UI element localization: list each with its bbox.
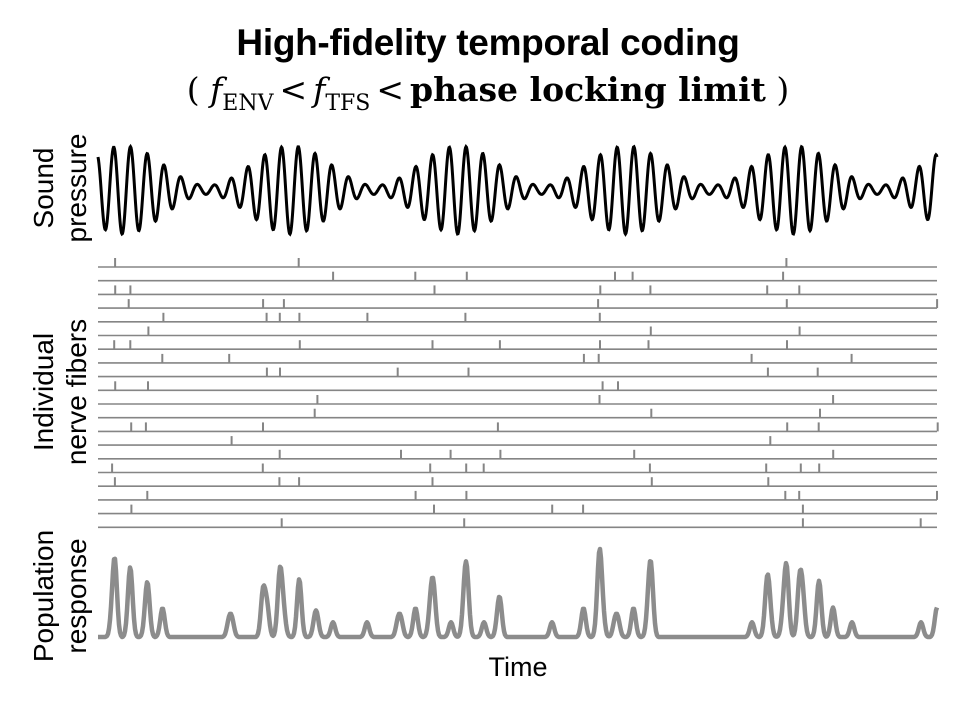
tfs-subscript: TFS (325, 91, 371, 116)
f-tfs-symbol: f (313, 70, 326, 109)
subtitle-close-paren: ) (776, 70, 790, 109)
x-axis-label-time: Time (488, 652, 548, 682)
phase-locking-limit: phase locking limit (410, 70, 766, 109)
population-response-trace (96, 546, 940, 640)
sound-pressure-waveform (96, 143, 939, 237)
env-subscript: ENV (222, 91, 274, 116)
less-than-2: < (376, 70, 405, 109)
less-than-1: < (279, 70, 308, 109)
nerve-fiber-raster-panel (98, 258, 939, 529)
sound-pressure-panel (96, 143, 939, 237)
subtitle-open-paren: ( (186, 70, 200, 109)
diagram-subtitle: ( fENV < fTFS < phase locking limit ) (0, 70, 976, 116)
diagram-title: High-fidelity temporal coding (236, 22, 740, 63)
population-response-panel (96, 546, 940, 640)
f-env-symbol: f (210, 70, 223, 109)
